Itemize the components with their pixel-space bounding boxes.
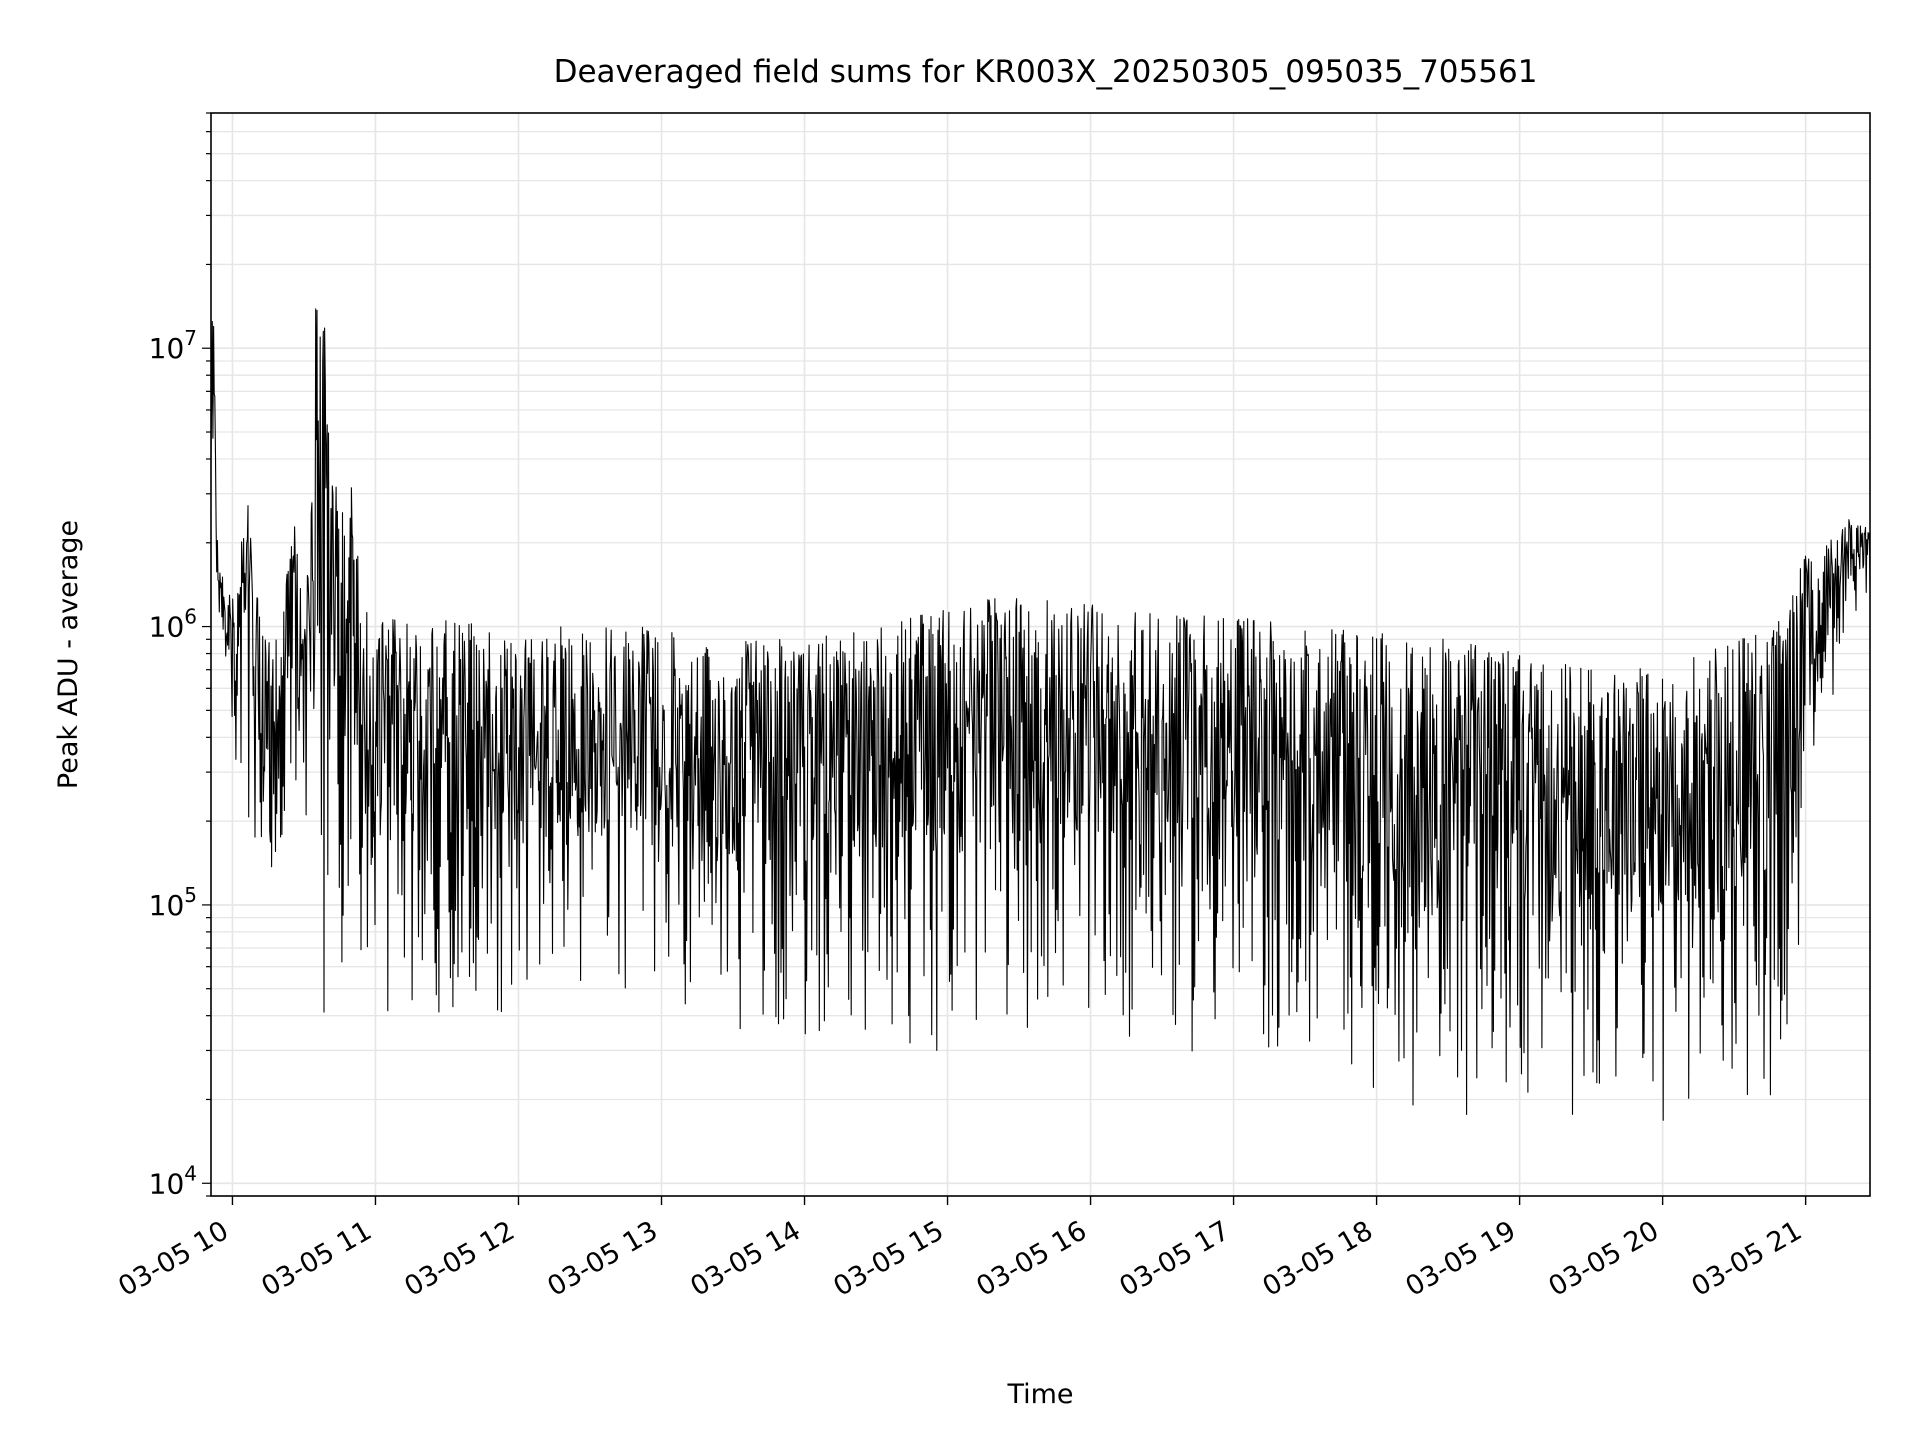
y-tick-label: 106 bbox=[149, 605, 197, 644]
y-axis-ticks: 104 105 106 107 bbox=[149, 112, 211, 1200]
series bbox=[210, 308, 1871, 1121]
y-tick-label: 104 bbox=[149, 1161, 197, 1200]
y-tick-label: 105 bbox=[149, 883, 197, 922]
y-axis-label: Peak ADU - average bbox=[53, 520, 84, 789]
plot-frame bbox=[210, 112, 1871, 1197]
series-line bbox=[210, 308, 1871, 1121]
y-tick-label: 107 bbox=[149, 326, 197, 365]
x-axis-label: Time bbox=[1006, 1379, 1073, 1410]
chart-title: Deaveraged field sums for KR003X_2025030… bbox=[554, 54, 1538, 90]
